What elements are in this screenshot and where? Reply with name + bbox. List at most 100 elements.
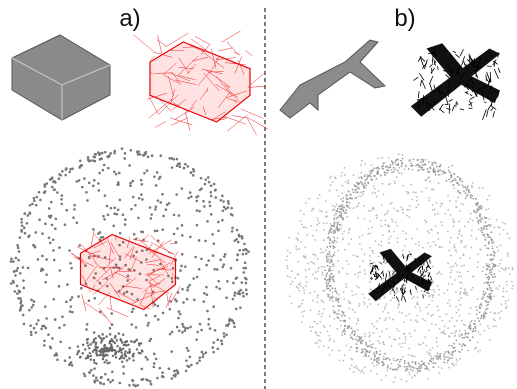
- point: [83, 372, 86, 375]
- point: [337, 224, 339, 226]
- point: [432, 314, 434, 316]
- spike: [493, 111, 495, 117]
- point: [326, 257, 328, 259]
- point: [491, 297, 493, 299]
- point: [20, 307, 23, 310]
- point: [104, 194, 107, 197]
- point: [450, 177, 452, 179]
- point: [364, 353, 366, 355]
- spike: [429, 76, 432, 84]
- point: [30, 299, 33, 302]
- spike: [369, 263, 373, 264]
- point: [92, 341, 94, 343]
- point: [367, 351, 369, 353]
- point: [432, 357, 434, 359]
- point: [324, 266, 326, 268]
- point: [13, 270, 16, 273]
- point: [36, 196, 39, 199]
- point: [405, 233, 407, 235]
- point: [387, 210, 389, 212]
- point: [341, 172, 343, 174]
- point: [413, 296, 415, 298]
- point: [65, 209, 68, 212]
- point: [354, 330, 356, 332]
- point: [417, 159, 419, 161]
- point: [445, 351, 447, 353]
- point: [105, 335, 107, 337]
- point: [181, 224, 184, 227]
- point: [390, 293, 392, 295]
- point: [488, 277, 490, 279]
- point: [93, 367, 96, 370]
- point: [437, 306, 439, 308]
- point: [187, 197, 190, 200]
- point: [389, 291, 391, 293]
- point: [427, 230, 429, 232]
- point: [460, 297, 462, 299]
- point: [490, 311, 492, 313]
- point: [443, 361, 445, 363]
- point: [436, 358, 438, 360]
- point: [499, 227, 501, 229]
- point: [385, 303, 387, 305]
- point: [349, 308, 351, 310]
- point: [75, 180, 78, 183]
- point: [439, 358, 441, 360]
- point: [408, 364, 410, 366]
- point: [504, 269, 506, 271]
- point: [454, 350, 456, 352]
- point: [488, 284, 490, 286]
- point: [461, 235, 463, 237]
- point: [347, 327, 349, 329]
- point: [223, 332, 226, 335]
- point: [507, 253, 509, 255]
- point: [434, 208, 436, 210]
- point: [469, 313, 471, 315]
- point: [376, 215, 378, 217]
- point: [349, 368, 351, 370]
- point: [221, 266, 224, 269]
- point: [223, 255, 226, 258]
- point: [398, 153, 400, 155]
- point: [493, 251, 495, 253]
- point: [357, 318, 359, 320]
- point: [216, 347, 219, 350]
- point: [84, 375, 87, 378]
- point: [422, 342, 424, 344]
- point: [44, 281, 47, 284]
- point: [433, 170, 435, 172]
- point: [481, 230, 483, 232]
- point: [379, 354, 381, 356]
- point: [223, 335, 226, 338]
- point: [480, 317, 482, 319]
- point: [471, 230, 473, 232]
- point: [236, 253, 239, 256]
- point: [497, 288, 499, 290]
- point: [342, 360, 344, 362]
- point: [477, 351, 479, 353]
- point: [432, 289, 434, 291]
- point: [365, 185, 367, 187]
- point: [355, 197, 357, 199]
- point: [448, 170, 450, 172]
- point: [348, 300, 350, 302]
- point: [363, 185, 365, 187]
- point: [457, 237, 459, 239]
- point: [357, 205, 359, 207]
- point: [224, 208, 227, 211]
- point: [325, 200, 327, 202]
- point: [348, 229, 350, 231]
- point: [184, 265, 187, 268]
- point: [417, 368, 419, 370]
- point: [418, 343, 420, 345]
- point: [488, 243, 490, 245]
- point: [44, 305, 47, 308]
- point: [328, 294, 330, 296]
- point: [396, 328, 398, 330]
- spike: [410, 289, 411, 295]
- point: [439, 271, 441, 273]
- point: [418, 166, 420, 168]
- point: [490, 224, 492, 226]
- point: [154, 304, 157, 307]
- point: [477, 221, 479, 223]
